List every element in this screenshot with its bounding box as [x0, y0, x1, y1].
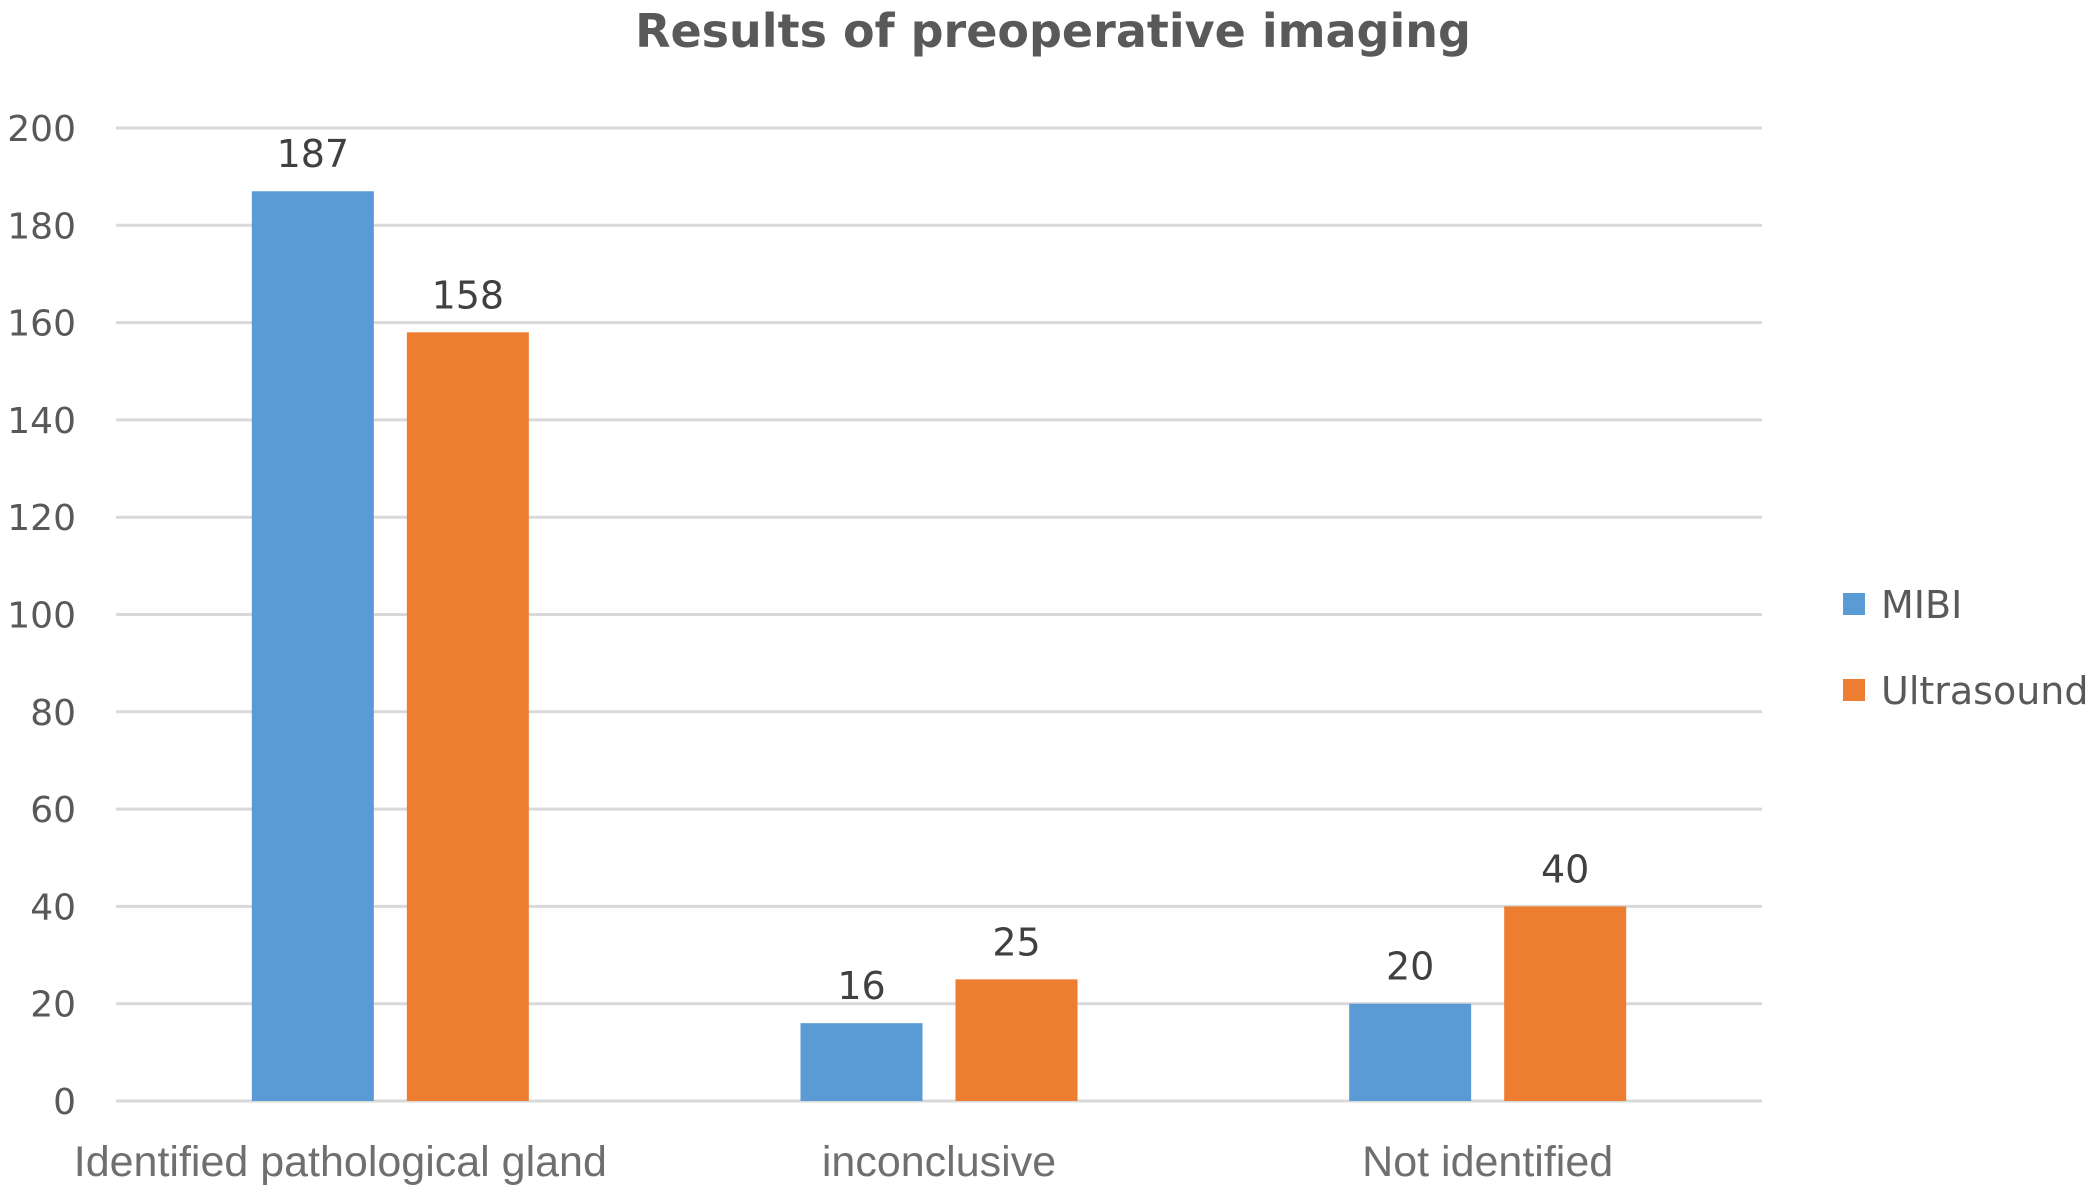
bar-ultrasound-0 [406, 332, 529, 1102]
data-label: 20 [1386, 945, 1434, 989]
y-tick-label: 60 [30, 790, 76, 831]
y-tick-label: 120 [7, 498, 76, 539]
bar-ultrasound-1 [955, 979, 1078, 1101]
bar-ultrasound-2 [1504, 906, 1627, 1101]
bar-mibi-1 [800, 1023, 923, 1101]
bar-mibi-0 [251, 191, 374, 1101]
legend-label-ultrasound: Ultrasound [1881, 669, 2089, 713]
x-axis-categories: Identified pathological gland inconclusiv… [74, 1138, 1613, 1186]
y-tick-label: 180 [7, 206, 76, 247]
data-label: 16 [837, 964, 885, 1008]
data-label: 25 [992, 920, 1040, 964]
y-axis-ticks: 0 20 40 60 80 100 120 140 160 180 200 [7, 109, 76, 1123]
chart-title: Results of preoperative imaging [635, 4, 1471, 58]
gridlines [116, 126, 1762, 1103]
x-category-label: inconclusive [822, 1138, 1056, 1186]
bar-mibi-2 [1349, 1003, 1472, 1101]
data-label: 187 [277, 132, 350, 176]
legend-swatch-mibi [1843, 593, 1865, 615]
y-tick-label: 140 [7, 401, 76, 442]
legend-label-mibi: MIBI [1881, 583, 1962, 627]
legend: MIBI Ultrasound [1843, 583, 2089, 713]
x-category-label: Not identified [1362, 1138, 1613, 1186]
y-tick-label: 20 [30, 985, 76, 1026]
data-label: 158 [432, 273, 505, 317]
data-label: 40 [1541, 847, 1589, 891]
y-tick-label: 100 [7, 596, 76, 637]
data-labels: 187 158 16 25 20 40 [277, 132, 1590, 1008]
y-tick-label: 80 [30, 693, 76, 734]
y-tick-label: 40 [30, 887, 76, 928]
legend-swatch-ultrasound [1843, 679, 1865, 701]
bars [251, 191, 1627, 1102]
y-tick-label: 160 [7, 304, 76, 345]
x-category-label: Identified pathological gland [74, 1138, 607, 1186]
y-tick-label: 0 [53, 1082, 76, 1123]
y-tick-label: 200 [7, 109, 76, 150]
